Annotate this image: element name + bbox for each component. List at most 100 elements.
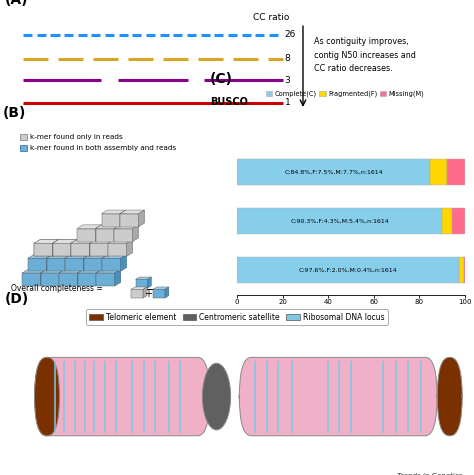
Text: BUSCO: BUSCO bbox=[210, 97, 247, 107]
Polygon shape bbox=[22, 269, 46, 273]
Polygon shape bbox=[78, 273, 96, 286]
Polygon shape bbox=[41, 269, 65, 273]
Bar bbox=[237, 257, 459, 283]
Text: (D): (D) bbox=[5, 292, 29, 306]
Bar bbox=[459, 257, 464, 283]
Polygon shape bbox=[114, 225, 120, 241]
Polygon shape bbox=[53, 240, 58, 256]
Polygon shape bbox=[165, 287, 169, 298]
Polygon shape bbox=[84, 255, 90, 271]
Text: C:84.8%,F:7.5%,M:7.7%,n:1614: C:84.8%,F:7.5%,M:7.7%,n:1614 bbox=[284, 170, 383, 175]
FancyBboxPatch shape bbox=[35, 357, 60, 436]
Text: (C): (C) bbox=[210, 72, 233, 86]
Polygon shape bbox=[136, 277, 151, 279]
Polygon shape bbox=[65, 255, 90, 258]
Polygon shape bbox=[108, 240, 133, 243]
Polygon shape bbox=[84, 255, 108, 258]
Polygon shape bbox=[114, 225, 138, 228]
Polygon shape bbox=[59, 269, 65, 286]
Bar bbox=[442, 209, 452, 234]
Polygon shape bbox=[102, 255, 108, 271]
Polygon shape bbox=[102, 258, 121, 271]
Text: (A): (A) bbox=[5, 0, 28, 7]
Polygon shape bbox=[96, 269, 121, 273]
Bar bbox=[237, 160, 430, 185]
Polygon shape bbox=[34, 243, 53, 256]
Polygon shape bbox=[96, 269, 102, 286]
Bar bbox=[452, 209, 465, 234]
Polygon shape bbox=[53, 240, 77, 243]
Text: As contiguity improves,
contig N50 increases and
CC ratio decreases.: As contiguity improves, contig N50 incre… bbox=[314, 38, 416, 73]
Bar bbox=[430, 160, 447, 185]
Bar bbox=[447, 160, 465, 185]
Polygon shape bbox=[41, 273, 59, 286]
Polygon shape bbox=[46, 255, 71, 258]
Polygon shape bbox=[153, 287, 169, 289]
Polygon shape bbox=[34, 243, 53, 256]
Polygon shape bbox=[53, 243, 71, 256]
Polygon shape bbox=[101, 210, 126, 214]
Polygon shape bbox=[46, 255, 53, 271]
Legend: Telomeric element, Centromeric satellite, Ribosomal DNA locus: Telomeric element, Centromeric satellite… bbox=[86, 310, 388, 324]
Polygon shape bbox=[65, 258, 84, 271]
Polygon shape bbox=[53, 240, 58, 256]
Bar bbox=[464, 257, 465, 283]
Polygon shape bbox=[90, 243, 108, 256]
Text: 26: 26 bbox=[285, 30, 296, 39]
Text: Trends in Genetics: Trends in Genetics bbox=[397, 474, 462, 475]
Polygon shape bbox=[53, 240, 77, 243]
Polygon shape bbox=[84, 258, 102, 271]
Polygon shape bbox=[77, 225, 101, 228]
Polygon shape bbox=[34, 240, 58, 243]
Polygon shape bbox=[22, 273, 41, 286]
Text: 8: 8 bbox=[285, 54, 291, 63]
Polygon shape bbox=[131, 287, 147, 289]
Polygon shape bbox=[71, 243, 90, 256]
Polygon shape bbox=[34, 240, 58, 243]
Polygon shape bbox=[53, 243, 71, 256]
Polygon shape bbox=[96, 273, 115, 286]
Polygon shape bbox=[96, 225, 120, 228]
Polygon shape bbox=[71, 240, 96, 243]
Polygon shape bbox=[90, 240, 96, 256]
FancyBboxPatch shape bbox=[437, 357, 462, 436]
Polygon shape bbox=[71, 240, 77, 256]
Legend: Complete(C), Fragmented(F), Missing(M): Complete(C), Fragmented(F), Missing(M) bbox=[263, 88, 427, 100]
Polygon shape bbox=[90, 243, 108, 256]
Text: C:97.6%,F:2.0%,M:0.4%,n:1614: C:97.6%,F:2.0%,M:0.4%,n:1614 bbox=[299, 267, 397, 273]
Polygon shape bbox=[133, 225, 138, 241]
Polygon shape bbox=[143, 287, 147, 298]
Text: CC ratio: CC ratio bbox=[253, 13, 289, 22]
FancyBboxPatch shape bbox=[35, 357, 210, 436]
Polygon shape bbox=[59, 269, 84, 273]
Polygon shape bbox=[90, 240, 114, 243]
Ellipse shape bbox=[202, 363, 231, 430]
Text: (B): (B) bbox=[2, 106, 26, 120]
Polygon shape bbox=[96, 228, 114, 241]
Bar bbox=[237, 209, 442, 234]
Polygon shape bbox=[108, 240, 114, 256]
Polygon shape bbox=[46, 258, 65, 271]
Text: +: + bbox=[145, 289, 152, 299]
Polygon shape bbox=[120, 214, 138, 227]
Polygon shape bbox=[101, 214, 120, 227]
Polygon shape bbox=[28, 258, 46, 271]
Polygon shape bbox=[41, 269, 46, 286]
Text: Overall completeness =: Overall completeness = bbox=[11, 284, 103, 293]
Polygon shape bbox=[115, 269, 121, 286]
Polygon shape bbox=[102, 255, 127, 258]
Text: C:90.3%,F:4.3%,M:5.4%,n:1614: C:90.3%,F:4.3%,M:5.4%,n:1614 bbox=[291, 218, 389, 224]
Polygon shape bbox=[114, 228, 133, 241]
Polygon shape bbox=[28, 255, 53, 258]
Polygon shape bbox=[121, 255, 127, 271]
Polygon shape bbox=[120, 210, 126, 227]
Polygon shape bbox=[96, 225, 101, 241]
Text: 3: 3 bbox=[285, 76, 291, 85]
Legend: k-mer found only in reads, k-mer found in both assembly and reads: k-mer found only in reads, k-mer found i… bbox=[17, 131, 179, 154]
Polygon shape bbox=[138, 210, 145, 227]
Polygon shape bbox=[153, 289, 165, 298]
Polygon shape bbox=[78, 269, 102, 273]
Polygon shape bbox=[108, 243, 127, 256]
Polygon shape bbox=[147, 277, 151, 288]
Polygon shape bbox=[136, 279, 147, 288]
